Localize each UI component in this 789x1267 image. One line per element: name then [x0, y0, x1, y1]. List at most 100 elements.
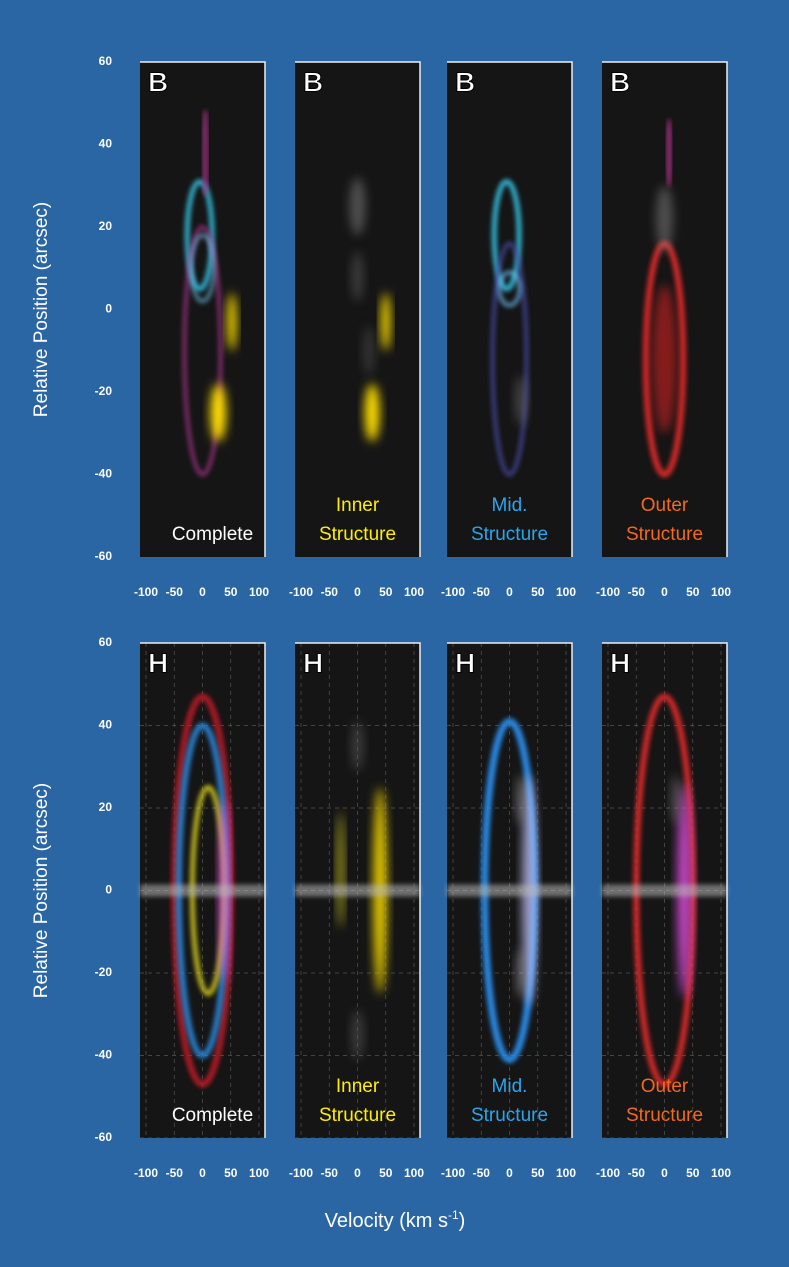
x-tick-label: -50	[166, 1166, 184, 1180]
emission	[497, 270, 522, 308]
emission	[184, 179, 215, 292]
emission	[349, 177, 366, 236]
y-axis-label: Relative Position (arcsec)	[31, 202, 52, 417]
emission	[337, 812, 344, 928]
x-tick-label: -100	[596, 585, 620, 599]
panel-label: Inner	[336, 495, 380, 516]
y-tick-label: 20	[99, 800, 113, 814]
panel: H Outer Structure	[602, 642, 728, 1139]
panel-background	[295, 62, 420, 557]
panel: B Mid. Structure	[447, 61, 573, 557]
panel-label: Mid.	[492, 1076, 528, 1097]
x-tick-label: -100	[289, 585, 313, 599]
panel: H Mid. Structure	[447, 642, 573, 1139]
emission	[515, 375, 527, 425]
x-tick-label: 0	[354, 1166, 361, 1180]
emission	[656, 185, 673, 252]
emission	[227, 293, 237, 351]
y-tick-label: 20	[99, 219, 113, 233]
panel-letter: B	[610, 66, 630, 97]
panel-frame	[602, 642, 728, 1138]
panel-letter: B	[303, 66, 323, 97]
emission	[491, 179, 522, 292]
panel: B Complete	[140, 61, 266, 557]
emission	[516, 948, 526, 998]
emission	[202, 110, 209, 196]
x-tick-label: 50	[379, 1166, 393, 1180]
emission	[490, 241, 529, 477]
x-tick-label: -100	[134, 1166, 158, 1180]
x-tick-label: -100	[596, 1166, 620, 1180]
x-tick-label: 50	[686, 585, 700, 599]
x-tick-label: 0	[661, 585, 668, 599]
x-tick-label: -50	[628, 1166, 646, 1180]
panel-frame	[295, 61, 421, 557]
emission	[665, 118, 673, 188]
x-axis-label: Velocity (km s-1)	[325, 1208, 466, 1232]
x-tick-label: -50	[166, 585, 184, 599]
continuum-band	[447, 884, 572, 897]
y-axis-label: Relative Position (arcsec)	[31, 783, 52, 998]
x-tick-label: 50	[379, 585, 393, 599]
panel-label: Structure	[626, 1105, 703, 1126]
x-axis-label-close: )	[459, 1210, 466, 1232]
y-tick-label: -20	[95, 384, 113, 398]
x-tick-label: -50	[473, 1166, 491, 1180]
panel-label: Inner	[336, 1076, 380, 1097]
x-tick-label: 100	[556, 585, 576, 599]
continuum-band	[140, 884, 265, 897]
y-tick-label: 40	[99, 718, 113, 732]
x-tick-label: 100	[556, 1166, 576, 1180]
x-axis-label-sup: -1	[448, 1208, 459, 1222]
panel-frame	[602, 61, 728, 557]
emission	[351, 721, 364, 771]
x-axis-label-text: Velocity (km s	[325, 1210, 448, 1232]
panel: B Outer Structure	[602, 61, 728, 557]
x-tick-label: 100	[404, 1166, 424, 1180]
panel-label: Complete	[172, 1105, 253, 1126]
y-tick-label: 40	[99, 137, 113, 151]
emission	[363, 326, 375, 376]
panel-label: Structure	[319, 1105, 396, 1126]
x-tick-label: 0	[661, 1166, 668, 1180]
x-tick-label: -100	[441, 585, 465, 599]
x-tick-label: 100	[711, 585, 731, 599]
emission	[182, 225, 223, 477]
emission	[364, 383, 380, 442]
panel-frame	[295, 642, 421, 1138]
panel-frame	[447, 642, 573, 1138]
x-tick-label: 50	[224, 585, 238, 599]
panel-letter: B	[455, 66, 475, 97]
panel-letter: H	[455, 647, 475, 678]
continuum-band	[602, 884, 727, 897]
panel-frame	[447, 61, 573, 557]
y-tick-label: -20	[95, 965, 113, 979]
x-tick-label: -50	[321, 1166, 339, 1180]
y-tick-label: 0	[105, 302, 112, 316]
panel-label: Structure	[471, 524, 548, 545]
emission	[652, 284, 677, 434]
panel-letter: H	[148, 647, 168, 678]
x-tick-label: 50	[531, 585, 545, 599]
x-tick-label: 50	[686, 1166, 700, 1180]
x-tick-label: -50	[473, 585, 491, 599]
panel-label: Structure	[319, 524, 396, 545]
x-tick-label: 0	[199, 1166, 206, 1180]
emission	[516, 775, 526, 825]
panel-label: Structure	[471, 1105, 548, 1126]
emission	[381, 293, 391, 351]
x-tick-label: 50	[531, 1166, 545, 1180]
y-tick-label: 0	[105, 883, 112, 897]
panel: H Complete	[140, 642, 266, 1139]
y-tick-label: -40	[95, 1048, 113, 1062]
panel-label: Outer	[641, 1076, 689, 1097]
panel: H Inner Structure	[295, 642, 421, 1139]
x-tick-label: 100	[711, 1166, 731, 1180]
panel-frame	[140, 61, 266, 557]
panel-label: Outer	[641, 495, 689, 516]
emission	[210, 383, 227, 442]
panel: B Inner Structure	[295, 61, 421, 557]
x-tick-label: -100	[441, 1166, 465, 1180]
x-tick-label: -50	[321, 585, 339, 599]
